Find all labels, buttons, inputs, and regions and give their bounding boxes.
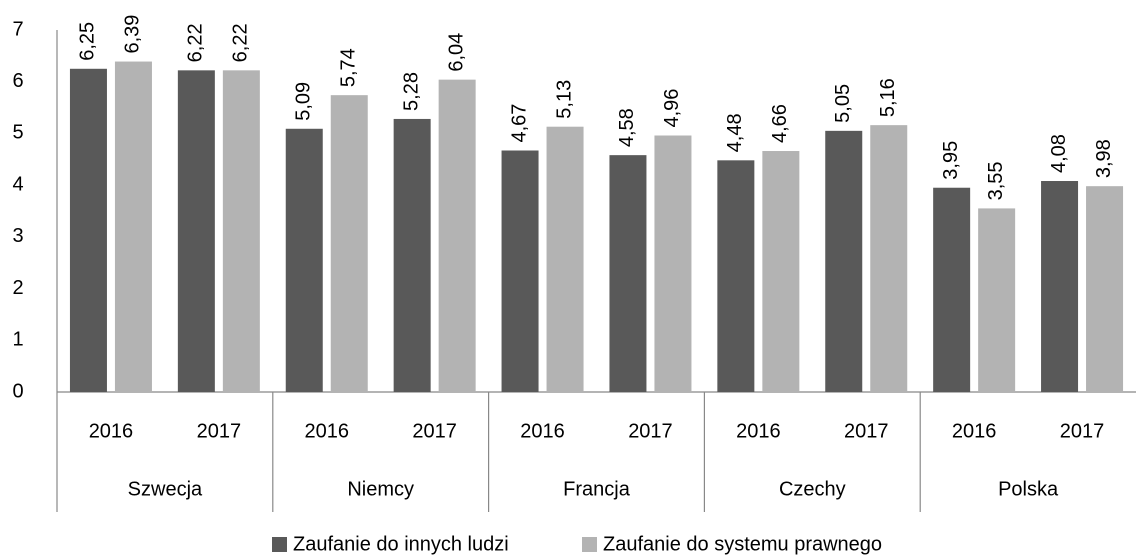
- bar: [177, 70, 215, 392]
- bar: [762, 151, 800, 392]
- bar: [501, 150, 539, 392]
- value-label: 5,74: [338, 48, 360, 87]
- x-tick-label: 2017: [628, 420, 673, 442]
- x-tick-label: 2017: [844, 420, 889, 442]
- value-label: 4,66: [769, 104, 791, 143]
- bar: [654, 135, 692, 393]
- value-label: 4,08: [1048, 134, 1070, 173]
- value-label: 6,22: [185, 23, 207, 62]
- x-tick-label: 2017: [412, 420, 457, 442]
- legend-label: Zaufanie do systemu prawnego: [603, 533, 882, 555]
- bar: [393, 118, 431, 392]
- value-label: 6,04: [445, 33, 467, 72]
- group-label: Francja: [563, 478, 631, 500]
- y-tick-label: 5: [12, 122, 23, 144]
- y-tick-label: 7: [12, 18, 23, 40]
- value-label: 6,39: [122, 15, 144, 54]
- bar: [438, 79, 476, 392]
- group-label: Niemcy: [347, 478, 414, 500]
- y-tick-label: 2: [12, 277, 23, 299]
- value-label: 4,58: [616, 108, 638, 147]
- value-label: 4,67: [508, 104, 530, 143]
- x-tick-label: 2017: [197, 420, 242, 442]
- value-label: 3,95: [940, 141, 962, 180]
- value-label: 6,22: [230, 23, 252, 62]
- legend-label: Zaufanie do innych ludzi: [293, 533, 509, 555]
- value-label: 5,05: [832, 84, 854, 123]
- y-tick-label: 6: [12, 70, 23, 92]
- group-label: Szwecja: [128, 478, 203, 500]
- value-label: 5,28: [400, 72, 422, 111]
- value-label: 4,96: [661, 89, 683, 128]
- legend-swatch: [582, 537, 597, 552]
- bar: [1041, 181, 1079, 392]
- bar: [609, 155, 647, 392]
- group-label: Czechy: [779, 478, 846, 500]
- value-label: 3,55: [985, 161, 1007, 200]
- bar: [222, 70, 260, 392]
- x-tick-label: 2016: [305, 420, 350, 442]
- bar: [546, 126, 584, 392]
- legend-swatch: [272, 537, 287, 552]
- value-label: 5,16: [877, 78, 899, 117]
- bar: [825, 130, 863, 393]
- y-tick-label: 1: [12, 329, 23, 351]
- bar: [330, 95, 368, 392]
- y-tick-label: 0: [12, 380, 23, 402]
- group-label: Polska: [998, 478, 1059, 500]
- y-tick-label: 3: [12, 225, 23, 247]
- bar: [1086, 186, 1124, 392]
- bar: [870, 125, 908, 392]
- value-label: 5,09: [293, 82, 315, 121]
- value-label: 5,13: [553, 80, 575, 119]
- bar: [69, 68, 107, 393]
- value-label: 6,25: [77, 22, 99, 61]
- y-tick-label: 4: [12, 173, 23, 195]
- bar: [717, 160, 755, 392]
- bar: [285, 128, 323, 392]
- x-tick-label: 2016: [89, 420, 134, 442]
- x-tick-label: 2016: [952, 420, 997, 442]
- x-tick-label: 2016: [736, 420, 781, 442]
- value-label: 4,48: [724, 113, 746, 152]
- x-tick-label: 2016: [520, 420, 565, 442]
- bar: [978, 208, 1016, 392]
- bar: [933, 187, 971, 392]
- bar: [114, 61, 152, 392]
- value-label: 3,98: [1093, 139, 1115, 178]
- x-tick-label: 2017: [1060, 420, 1105, 442]
